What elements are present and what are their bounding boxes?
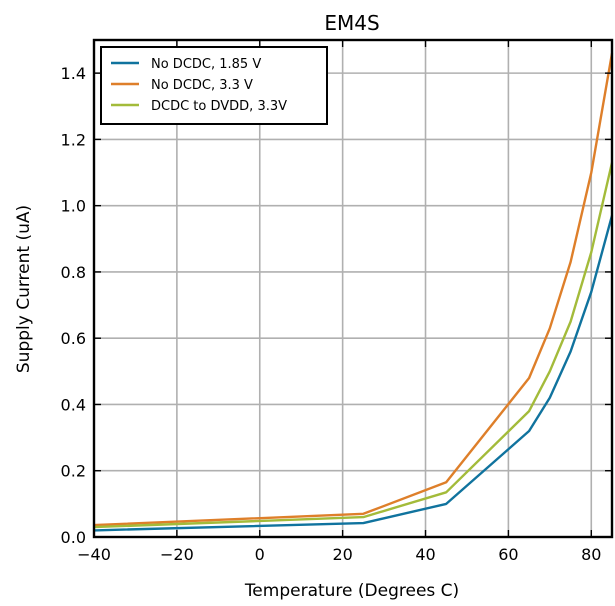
y-tick-label: 0.2 (61, 462, 86, 481)
legend-label: No DCDC, 3.3 V (151, 78, 253, 93)
y-tick-label: 1.4 (61, 64, 86, 83)
axis-ticks (93, 40, 612, 538)
x-tick-label: −40 (77, 545, 111, 564)
tick-labels: −40 −20 0 20 40 60 80 0.0 0.2 0.4 0.6 0.8 1.0 1.2 1.4 (61, 64, 602, 564)
series-line (93, 215, 614, 532)
legend-label: No DCDC, 1.85 V (151, 57, 261, 72)
legend-box (100, 46, 328, 125)
x-tick-label: 0 (255, 545, 265, 564)
y-tick-label: 0.6 (61, 329, 86, 348)
legend-label: DCDC to DVDD, 3.3V (151, 99, 287, 114)
y-tick-label: 1.2 (61, 130, 86, 149)
x-axis-label: Temperature (Degrees C) (244, 581, 459, 601)
y-tick-label: 0.4 (61, 395, 86, 414)
y-tick-label: 0.8 (61, 263, 86, 282)
x-tick-label: 80 (581, 545, 601, 564)
x-tick-label: 40 (415, 545, 435, 564)
y-tick-label: 0.0 (61, 528, 86, 547)
y-axis-label: Supply Current (uA) (14, 205, 34, 373)
plot-frame (92, 38, 614, 539)
series-line (93, 53, 614, 527)
series-lines (93, 53, 614, 532)
x-tick-label: 60 (498, 545, 518, 564)
y-tick-label: 1.0 (61, 197, 86, 216)
chart-title: EM4S (324, 11, 379, 35)
series-line (93, 162, 614, 529)
legend: No DCDC, 1.85 V No DCDC, 3.3 V DCDC to DVD… (100, 46, 328, 125)
x-tick-label: 20 (332, 545, 352, 564)
x-tick-label: −20 (160, 545, 194, 564)
